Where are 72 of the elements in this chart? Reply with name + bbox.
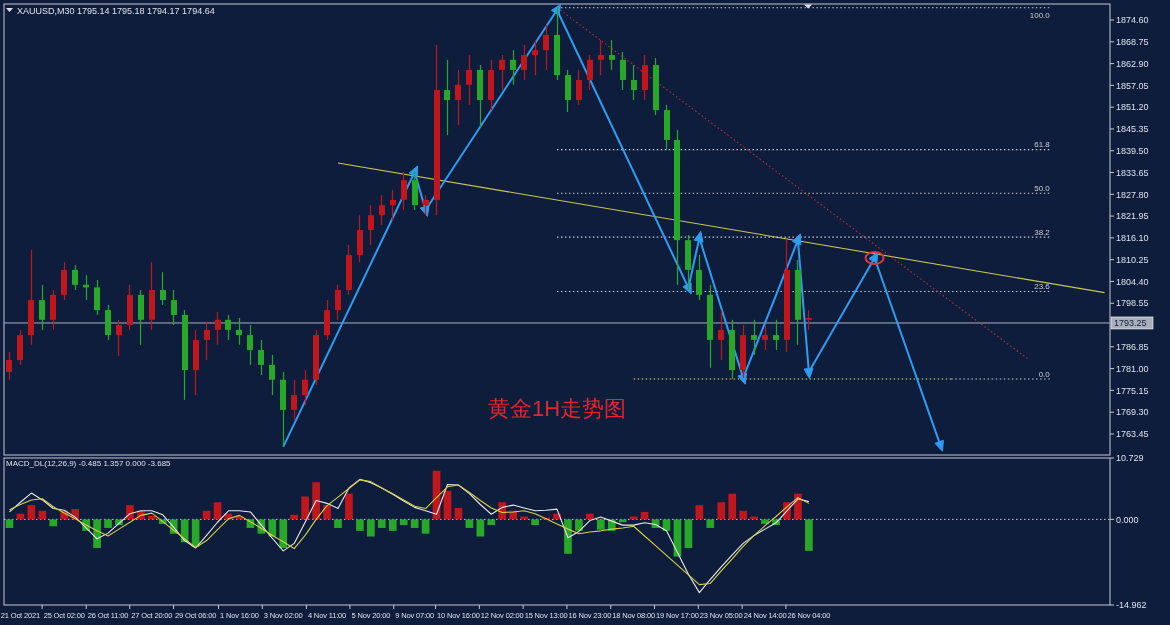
candlestick (171, 289, 177, 326)
candlestick (72, 264, 78, 291)
chart-title: MACD_DL(12,26,9) -0.485 1.357 0.000 -3.685 (6, 459, 172, 468)
candlestick (773, 319, 779, 351)
y-tick-label: 1845.35 (1116, 124, 1149, 135)
candlestick (302, 369, 308, 406)
candlestick (576, 69, 582, 106)
series-label: 61.8 (1034, 140, 1051, 150)
ref-line-label: 1793.25 (1114, 318, 1147, 329)
candlestick (751, 319, 757, 356)
candlestick (466, 54, 472, 106)
text: 黄金1H走势图 (487, 395, 627, 421)
candlestick (368, 204, 374, 246)
candlestick (499, 54, 505, 91)
y-tick-label: 1827.80 (1116, 189, 1149, 200)
candlestick (215, 311, 221, 346)
candlestick (620, 51, 626, 91)
candlestick (379, 194, 385, 226)
candlestick (444, 59, 450, 136)
y-tick-label: 1874.60 (1116, 15, 1149, 26)
candlestick (291, 379, 297, 421)
y-tick-label: 1786.85 (1116, 342, 1149, 353)
candlestick (39, 284, 45, 331)
series-label: 100.0 (1029, 10, 1051, 20)
candlestick (718, 309, 724, 361)
candlestick (247, 324, 253, 366)
y-tick-label: 1851.20 (1116, 102, 1149, 113)
y-tick-label: 1839.50 (1116, 145, 1149, 156)
series-label: 23.6 (1034, 282, 1051, 292)
candlestick (160, 271, 166, 306)
candlestick (532, 39, 538, 76)
y-tick-label: 1862.90 (1116, 58, 1149, 69)
y-tick-label: 1798.55 (1116, 298, 1149, 309)
candlestick (401, 171, 407, 211)
candlestick (204, 321, 210, 361)
candlestick (335, 284, 341, 321)
y-tick-label: 1769.30 (1116, 407, 1149, 418)
candlestick (116, 319, 122, 357)
candlestick (236, 317, 242, 346)
candlestick (269, 354, 275, 396)
y-tick-label: -14.962 (1116, 600, 1147, 611)
candlestick (510, 49, 516, 86)
y-tick-label: 1816.10 (1116, 233, 1149, 244)
candlestick (6, 351, 12, 381)
candlestick (631, 64, 637, 101)
series-label: 38.2 (1034, 227, 1051, 237)
candlestick (806, 309, 812, 331)
candlestick (225, 314, 231, 341)
y-tick-label: 0.000 (1116, 514, 1139, 525)
y-tick-label: 1857.05 (1116, 80, 1149, 91)
candlestick (390, 189, 396, 221)
y-tick-label: 10.729 (1116, 453, 1144, 464)
chart-subtitle: XAUUSD,M30 1795.14 1795.18 1794.17 1794.64 (17, 6, 215, 16)
candlestick (598, 39, 604, 76)
candlestick (762, 324, 768, 351)
candlestick (258, 339, 264, 376)
y-tick-label: 1781.00 (1116, 363, 1149, 374)
series-label: 0.0 (1038, 369, 1051, 379)
y-tick-label: 1775.15 (1116, 385, 1149, 396)
y-tick-label: 1821.95 (1116, 211, 1149, 222)
candlestick (521, 44, 527, 81)
y-tick-label: 1804.40 (1116, 276, 1149, 287)
candlestick (455, 69, 461, 126)
y-tick-label: 1763.45 (1116, 429, 1149, 440)
candlestick (543, 24, 549, 71)
y-tick-label: 1868.75 (1116, 37, 1149, 47)
y-tick-label: 1810.25 (1116, 254, 1149, 265)
candlestick (609, 39, 615, 71)
candlestick (587, 54, 593, 91)
candlestick (94, 279, 100, 316)
series-label: 50.0 (1034, 183, 1051, 193)
y-tick-label: 1833.65 (1116, 167, 1149, 178)
